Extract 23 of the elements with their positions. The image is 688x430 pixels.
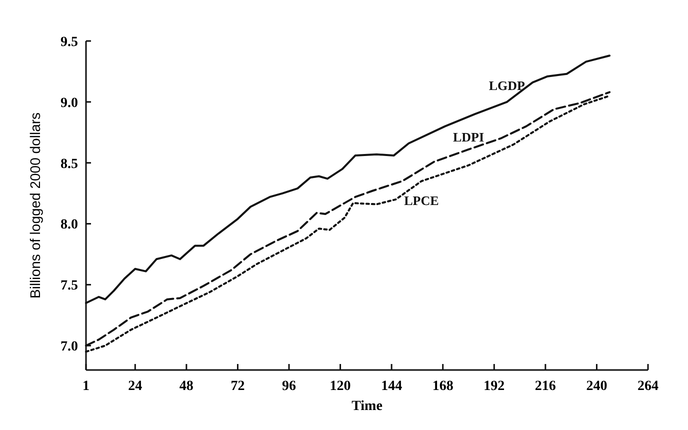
y-tick-label: 8.0	[60, 218, 78, 233]
x-tick-label: 168	[432, 379, 454, 394]
y-tick-label: 9.5	[60, 34, 78, 50]
x-tick-label: 48	[179, 379, 194, 394]
y-tick-label: 7.0	[60, 340, 78, 355]
y-tick-label: 7.5	[60, 278, 78, 294]
x-tick-label: 96	[282, 379, 296, 394]
x-axis-title: Time	[352, 399, 382, 414]
x-tick-label: 264	[638, 379, 658, 394]
y-tick-label: 9.0	[60, 96, 78, 111]
y-axis-title: Billions of logged 2000 dollars	[27, 112, 43, 299]
x-tick-label: 216	[534, 379, 556, 394]
x-tick-label: 144	[381, 379, 402, 394]
series-label: LGDP	[488, 78, 526, 93]
x-tick-label: 192	[484, 379, 505, 394]
series-label: LPCE	[404, 193, 439, 208]
x-tick-label: 72	[230, 379, 245, 394]
x-tick-label: 1	[82, 379, 90, 394]
series-label: LDPI	[452, 129, 484, 144]
x-tick-label: 24	[128, 379, 142, 394]
y-tick-label: 8.5	[60, 156, 78, 172]
x-tick-label: 240	[586, 379, 608, 394]
x-tick-label: 120	[330, 379, 351, 394]
